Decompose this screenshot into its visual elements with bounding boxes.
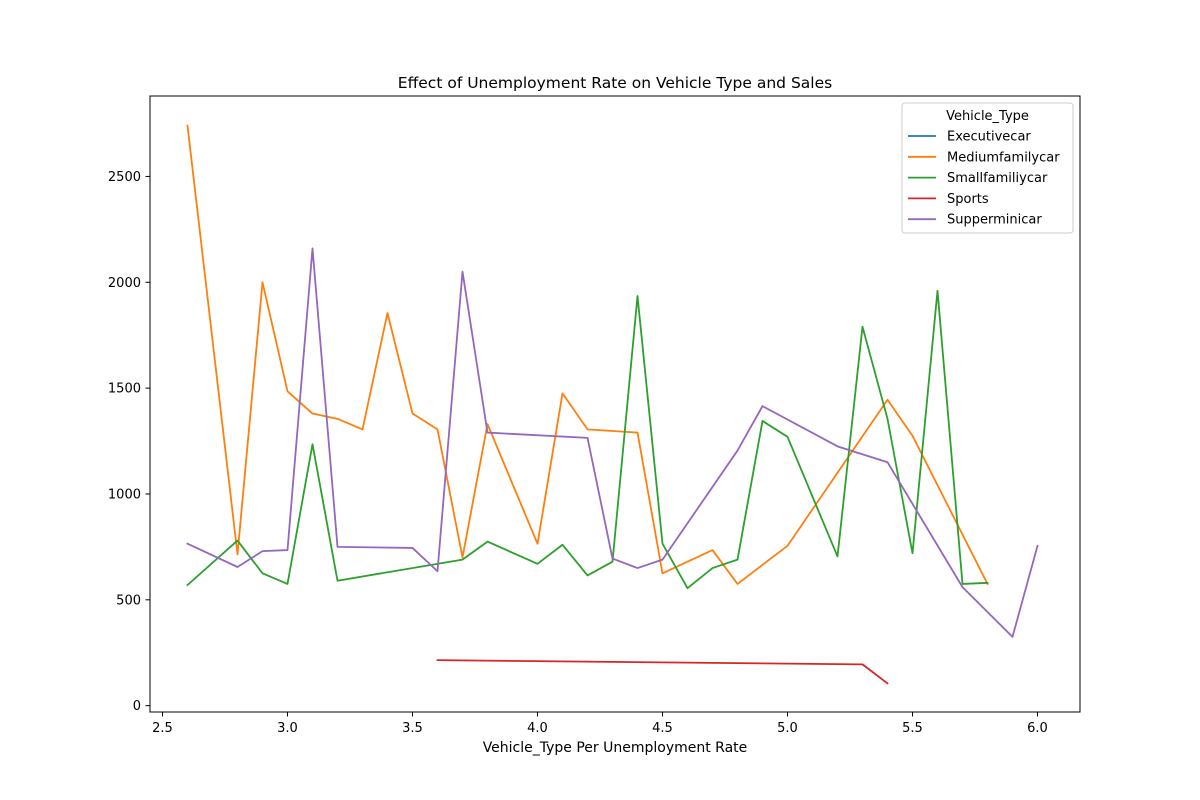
x-tick-label: 4.5 bbox=[652, 721, 673, 736]
y-tick-label: 1500 bbox=[108, 382, 141, 397]
series-line-mediumfamilycar bbox=[186, 124, 989, 586]
x-tick-label: 5.5 bbox=[902, 721, 923, 736]
x-tick-label: 5.0 bbox=[777, 721, 798, 736]
plot-area-frame bbox=[149, 95, 1081, 713]
x-tick-label: 6.0 bbox=[1027, 721, 1048, 736]
series-line-sports bbox=[436, 659, 889, 685]
y-axis: 0 500 1000 1500 2000 2500 bbox=[108, 170, 150, 714]
legend-label-executivecar: Executivecar bbox=[947, 130, 1031, 145]
x-tick-label: 2.5 bbox=[152, 721, 173, 736]
legend-title: Vehicle_Type bbox=[946, 109, 1029, 124]
x-tick-label: 3.0 bbox=[277, 721, 298, 736]
y-tick-label: 1000 bbox=[108, 487, 141, 502]
series-layer bbox=[186, 124, 1039, 685]
series-line-supperminicar bbox=[186, 247, 1039, 638]
chart-title: Effect of Unemployment Rate on Vehicle T… bbox=[398, 74, 832, 92]
y-tick-label: 0 bbox=[133, 699, 141, 714]
y-tick-label: 2000 bbox=[108, 276, 141, 291]
legend-box bbox=[901, 102, 1074, 234]
x-axis: 2.5 3.0 3.5 4.0 4.5 5.0 5.5 6.0 bbox=[152, 712, 1048, 736]
x-tick-label: 4.0 bbox=[527, 721, 548, 736]
y-tick-label: 500 bbox=[116, 593, 141, 608]
legend: Vehicle_Type Executivecar Mediumfamilycar… bbox=[901, 102, 1074, 234]
legend-label-smallfamiliycar: Smallfamiliycar bbox=[947, 171, 1048, 186]
x-tick-label: 3.5 bbox=[402, 721, 423, 736]
series-line-smallfamiliycar bbox=[186, 289, 989, 590]
legend-items: Executivecar Mediumfamilycar Smallfamiliyc… bbox=[908, 130, 1060, 228]
y-tick-label: 2500 bbox=[108, 170, 141, 185]
legend-label-mediumfamilycar: Mediumfamilycar bbox=[947, 150, 1060, 165]
legend-label-sports: Sports bbox=[947, 192, 989, 207]
x-axis-title: Vehicle_Type Per Unemployment Rate bbox=[483, 740, 748, 756]
legend-label-supperminicar: Supperminicar bbox=[947, 213, 1042, 228]
